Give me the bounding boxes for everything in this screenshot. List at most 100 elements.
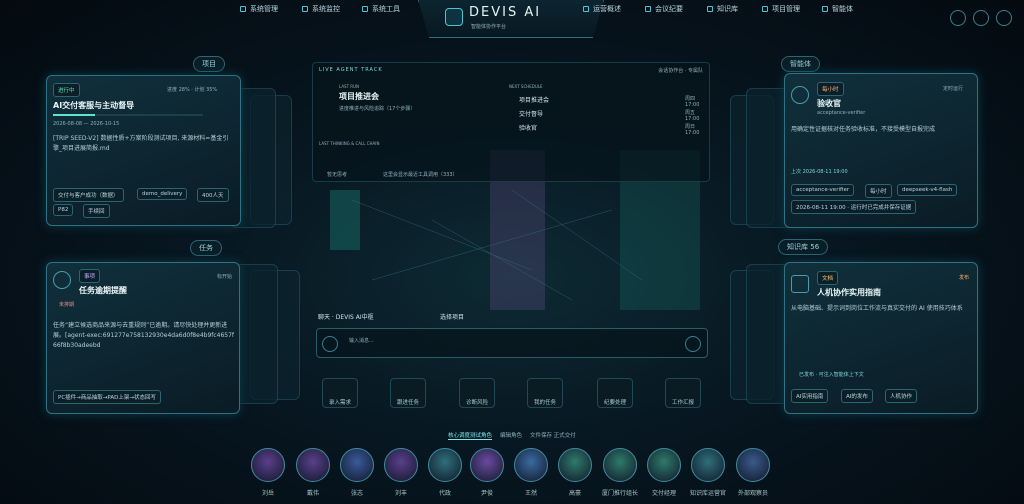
dates: 2026-08-08 — 2026-10-15 <box>53 121 120 127</box>
agent-avatar[interactable] <box>514 448 548 482</box>
nav-item[interactable]: 项目管理 <box>762 4 800 14</box>
agent-avatar[interactable] <box>647 448 681 482</box>
next-name: 交付督导 <box>519 111 544 118</box>
brand-logo <box>445 8 463 26</box>
agent-name: 代政 <box>438 490 451 497</box>
agent-name: 知识库运营官 <box>689 490 726 497</box>
icon-button[interactable] <box>973 10 989 26</box>
agent-name: 刘岳 <box>261 490 274 497</box>
project-card[interactable]: 进行中 进度 28% · 计划 35% AI交付客服与主动督导 2026-08-… <box>46 75 241 226</box>
last-run-sub: 进度推进与风险追踪（17个步骤） <box>339 106 416 112</box>
task-card[interactable]: 事项 标开始 任务逾期提醒 未排期 任务“建立候选商品来源与去重规则”已逾期。请… <box>46 262 240 414</box>
progress: 进度 28% · 计划 35% <box>167 87 218 93</box>
tab[interactable]: 文件保存 正式交付 <box>530 433 576 439</box>
tab[interactable]: 核心调度测试角色 <box>448 433 493 440</box>
agent-name: 外部观察员 <box>737 490 768 497</box>
nav-item[interactable]: 智能体 <box>822 4 853 14</box>
tag: demo_delivery <box>137 188 188 200</box>
panel-label[interactable]: 智能体 <box>781 56 820 72</box>
tag: 手续回 <box>83 204 110 218</box>
agent-avatar[interactable] <box>340 448 374 482</box>
type: 事项 <box>79 269 101 283</box>
agent-avatar[interactable] <box>470 448 504 482</box>
tag: acceptance-verifier <box>791 184 855 196</box>
panel-label[interactable]: 任务 <box>190 240 222 256</box>
agent-avatar[interactable] <box>296 448 330 482</box>
task-icon <box>53 271 71 289</box>
nav-label: 知识库 <box>717 5 738 13</box>
card-title: AI交付客服与主动督导 <box>53 101 135 110</box>
agent-avatar[interactable] <box>736 448 770 482</box>
next-name: 验收官 <box>519 125 538 132</box>
agent-card[interactable]: 每小时 定时运行 验收官 acceptance-verifier 用确定性证据核… <box>784 73 978 228</box>
action-button[interactable]: 我的任务 <box>527 378 563 408</box>
last-run-label: LAST RUN <box>339 84 360 89</box>
next-label: NEXT SCHEDULE <box>509 84 543 89</box>
nav-label: 系统工具 <box>372 5 400 13</box>
project-select[interactable]: 选择项目 <box>440 314 465 321</box>
kb-card[interactable]: 文档 发布 人机协作实用指南 从电脑基础、提示词到岗位工作流与真实交付的 AI … <box>784 262 978 414</box>
agent-name: 厦门推行组长 <box>601 490 638 497</box>
icon-button[interactable] <box>996 10 1012 26</box>
state: 发布 <box>959 275 970 281</box>
tag: 交付与客户成功（数据） <box>53 188 124 202</box>
action-button[interactable]: 诊断风险 <box>459 378 495 408</box>
description: [TRIP SEED-V2] 数据性质+方案阶段测试项目, 来源材料=基金引擎_… <box>53 135 229 152</box>
nav-item[interactable]: 系统管理 <box>240 4 278 14</box>
send-button[interactable] <box>685 336 701 352</box>
agent-avatar[interactable] <box>384 448 418 482</box>
placeholder: 输入消息... <box>349 338 374 344</box>
tag: AI实用指南 <box>791 389 829 403</box>
tag: AI的发布 <box>841 389 873 403</box>
chain-hint: 这里会显示最近工具调用（333） <box>383 172 458 178</box>
icon-button[interactable] <box>950 10 966 26</box>
nav-label: 项目管理 <box>772 5 800 13</box>
action-button[interactable]: 工作汇报 <box>665 378 701 408</box>
agent-avatar[interactable] <box>691 448 725 482</box>
chat-input[interactable]: 输入消息... <box>316 328 708 358</box>
action-button[interactable]: 录入需求 <box>322 378 358 408</box>
agent-avatar[interactable] <box>251 448 285 482</box>
attach-button[interactable] <box>322 336 338 352</box>
track: LIVE AGENT TRACK <box>319 67 383 73</box>
doc-icon <box>791 275 809 293</box>
tag: deepseek-v4-flash <box>897 184 958 196</box>
nav-label: 系统管理 <box>250 5 278 13</box>
description: 用确定性证据核对任务验收标准，不接受模型自报完成 <box>791 126 936 133</box>
next-name: 项目推进会 <box>519 97 550 104</box>
tag: 每小时 <box>865 184 892 198</box>
nav-label: 会议纪要 <box>655 5 683 13</box>
tag: 400人天 <box>197 188 229 202</box>
card-title: 人机协作实用指南 <box>817 288 881 297</box>
progress-track <box>53 114 203 116</box>
card-title: 验收官 <box>817 99 841 108</box>
nav-item[interactable]: 会议纪要 <box>645 4 683 14</box>
next-time: 周五 17:00 <box>685 110 700 122</box>
tabs: 核心调度测试角色 编辑角色 文件保存 正式交付 <box>448 431 576 440</box>
last-run-title: 项目推进会 <box>339 92 379 101</box>
freq: 每小时 <box>817 82 844 96</box>
next-time: 周四 17:00 <box>685 96 700 108</box>
panel-label[interactable]: 知识库 56 <box>778 239 829 255</box>
tab[interactable]: 编辑角色 <box>500 433 523 439</box>
nav-item[interactable]: 系统工具 <box>362 4 400 14</box>
agent-icon <box>791 86 809 104</box>
status: 已发布 · 可注入智能体上下文 <box>799 372 864 378</box>
agent-name: 张志 <box>350 490 363 497</box>
brand-title: DEVIS AI <box>469 5 542 20</box>
nav-item[interactable]: 系统监控 <box>302 4 340 14</box>
state: 标开始 <box>217 274 233 280</box>
agent-avatar[interactable] <box>558 448 592 482</box>
status: 进行中 <box>53 83 80 97</box>
agent-avatar[interactable] <box>428 448 462 482</box>
panel-label[interactable]: 项目 <box>193 56 225 72</box>
agent-name: 尹俊 <box>480 490 493 497</box>
description: 从电脑基础、提示词到岗位工作流与真实交付的 AI 使用技巧体系 <box>791 305 963 312</box>
action-button[interactable]: 纪要处理 <box>597 378 633 408</box>
session: 会话协作台 · 专属队 <box>658 68 703 74</box>
action-button[interactable]: 跟进任务 <box>390 378 426 408</box>
agent-avatar[interactable] <box>603 448 637 482</box>
nav-item[interactable]: 知识库 <box>707 4 738 14</box>
nav-item[interactable]: 运营概述 <box>583 4 621 14</box>
